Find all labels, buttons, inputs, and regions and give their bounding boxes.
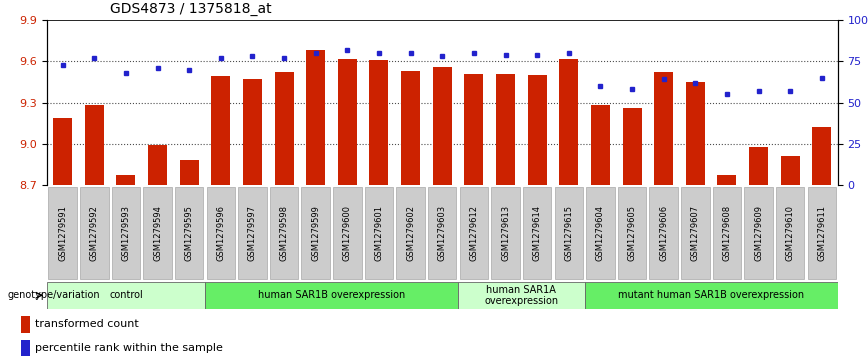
Text: GSM1279594: GSM1279594 xyxy=(153,205,162,261)
Bar xyxy=(338,58,357,185)
Bar xyxy=(274,72,293,185)
FancyBboxPatch shape xyxy=(175,187,203,280)
Bar xyxy=(21,316,30,333)
FancyBboxPatch shape xyxy=(365,187,393,280)
FancyBboxPatch shape xyxy=(428,187,457,280)
Text: GSM1279614: GSM1279614 xyxy=(533,205,542,261)
Bar xyxy=(496,74,515,185)
Text: GSM1279592: GSM1279592 xyxy=(89,205,99,261)
FancyBboxPatch shape xyxy=(49,187,77,280)
Text: transformed count: transformed count xyxy=(36,319,139,329)
FancyBboxPatch shape xyxy=(618,187,647,280)
Bar xyxy=(148,145,167,185)
FancyBboxPatch shape xyxy=(681,187,709,280)
Text: GSM1279604: GSM1279604 xyxy=(596,205,605,261)
Bar xyxy=(21,340,30,356)
Text: GSM1279593: GSM1279593 xyxy=(122,205,130,261)
FancyBboxPatch shape xyxy=(112,187,140,280)
Text: GSM1279598: GSM1279598 xyxy=(279,205,288,261)
FancyBboxPatch shape xyxy=(205,282,458,309)
Text: GSM1279605: GSM1279605 xyxy=(628,205,636,261)
Text: GSM1279600: GSM1279600 xyxy=(343,205,352,261)
Text: GSM1279601: GSM1279601 xyxy=(374,205,384,261)
Bar xyxy=(686,82,705,185)
FancyBboxPatch shape xyxy=(584,282,838,309)
Text: GSM1279603: GSM1279603 xyxy=(437,205,447,261)
FancyBboxPatch shape xyxy=(776,187,805,280)
FancyBboxPatch shape xyxy=(458,282,584,309)
Text: control: control xyxy=(109,290,143,300)
FancyBboxPatch shape xyxy=(143,187,172,280)
FancyBboxPatch shape xyxy=(207,187,235,280)
Text: GSM1279596: GSM1279596 xyxy=(216,205,226,261)
Text: GSM1279607: GSM1279607 xyxy=(691,205,700,261)
Bar xyxy=(306,50,326,185)
FancyBboxPatch shape xyxy=(745,187,773,280)
Text: GDS4873 / 1375818_at: GDS4873 / 1375818_at xyxy=(110,2,272,16)
FancyBboxPatch shape xyxy=(649,187,678,280)
FancyBboxPatch shape xyxy=(807,187,836,280)
Text: percentile rank within the sample: percentile rank within the sample xyxy=(36,343,223,353)
Bar xyxy=(780,156,799,185)
Text: GSM1279591: GSM1279591 xyxy=(58,205,67,261)
Text: GSM1279610: GSM1279610 xyxy=(786,205,795,261)
FancyBboxPatch shape xyxy=(80,187,108,280)
FancyBboxPatch shape xyxy=(333,187,362,280)
Bar xyxy=(559,58,578,185)
Text: GSM1279615: GSM1279615 xyxy=(564,205,573,261)
FancyBboxPatch shape xyxy=(523,187,551,280)
Bar xyxy=(243,79,262,185)
FancyBboxPatch shape xyxy=(555,187,583,280)
Bar xyxy=(622,108,641,185)
Bar xyxy=(464,74,483,185)
Bar xyxy=(591,105,610,185)
Bar xyxy=(370,60,389,185)
Text: mutant human SAR1B overexpression: mutant human SAR1B overexpression xyxy=(618,290,804,300)
Bar xyxy=(85,105,104,185)
Bar xyxy=(180,160,199,185)
Text: GSM1279611: GSM1279611 xyxy=(818,205,826,261)
Bar xyxy=(749,147,768,185)
FancyBboxPatch shape xyxy=(713,187,741,280)
Text: GSM1279613: GSM1279613 xyxy=(501,205,510,261)
Text: human SAR1A
overexpression: human SAR1A overexpression xyxy=(484,285,558,306)
Text: GSM1279612: GSM1279612 xyxy=(470,205,478,261)
Text: GSM1279597: GSM1279597 xyxy=(248,205,257,261)
Bar xyxy=(718,175,736,185)
FancyBboxPatch shape xyxy=(586,187,615,280)
Bar xyxy=(53,118,72,185)
Text: genotype/variation: genotype/variation xyxy=(7,290,100,300)
FancyBboxPatch shape xyxy=(270,187,299,280)
Text: GSM1279609: GSM1279609 xyxy=(754,205,763,261)
FancyBboxPatch shape xyxy=(397,187,424,280)
Bar xyxy=(654,72,674,185)
Bar xyxy=(812,127,832,185)
Text: GSM1279608: GSM1279608 xyxy=(722,205,732,261)
FancyBboxPatch shape xyxy=(460,187,488,280)
FancyBboxPatch shape xyxy=(301,187,330,280)
Bar xyxy=(433,67,451,185)
Bar xyxy=(528,75,547,185)
FancyBboxPatch shape xyxy=(491,187,520,280)
Text: GSM1279602: GSM1279602 xyxy=(406,205,415,261)
Bar xyxy=(401,71,420,185)
Text: GSM1279595: GSM1279595 xyxy=(185,205,194,261)
Text: GSM1279606: GSM1279606 xyxy=(659,205,668,261)
Text: GSM1279599: GSM1279599 xyxy=(312,205,320,261)
FancyBboxPatch shape xyxy=(238,187,266,280)
FancyBboxPatch shape xyxy=(47,282,205,309)
Text: human SAR1B overexpression: human SAR1B overexpression xyxy=(258,290,405,300)
Bar xyxy=(211,76,230,185)
Bar xyxy=(116,175,135,185)
